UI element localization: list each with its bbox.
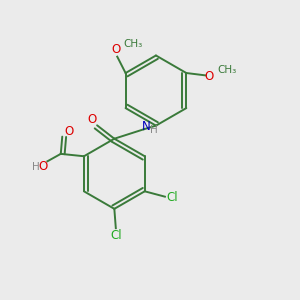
Text: N: N (142, 120, 151, 133)
Text: O: O (64, 125, 74, 138)
Text: Cl: Cl (167, 191, 178, 204)
Text: H: H (32, 162, 40, 172)
Text: H: H (150, 125, 158, 135)
Text: O: O (204, 70, 213, 83)
Text: Cl: Cl (111, 229, 122, 242)
Text: O: O (87, 113, 96, 127)
Text: CH₃: CH₃ (218, 65, 237, 75)
Text: CH₃: CH₃ (123, 39, 142, 49)
Text: O: O (38, 160, 47, 173)
Text: O: O (111, 43, 120, 56)
